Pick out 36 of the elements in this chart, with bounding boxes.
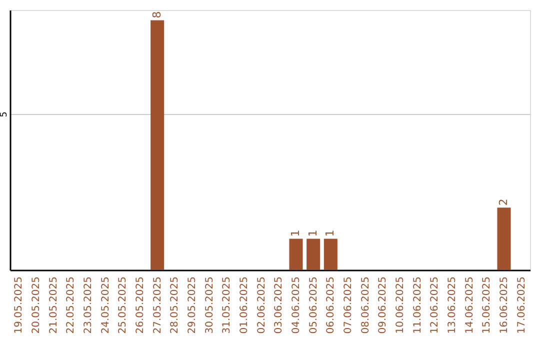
x-tick-label: 09.06.2025 — [378, 276, 389, 334]
x-tick-label: 15.06.2025 — [482, 276, 493, 334]
data-label: 8 — [150, 11, 164, 18]
x-tick-label: 30.05.2025 — [204, 276, 216, 334]
x-tick-label: 07.06.2025 — [343, 276, 354, 334]
x-tick-label: 14.06.2025 — [464, 276, 476, 334]
data-label: 1 — [289, 230, 302, 237]
x-tick-label: 27.05.2025 — [152, 276, 164, 334]
data-label: 2 — [497, 198, 510, 206]
x-tick-label: 31.05.2025 — [222, 276, 233, 334]
x-tick-label: 21.05.2025 — [48, 276, 60, 334]
data-label: 1 — [324, 230, 337, 237]
x-tick-label: 17.06.2025 — [516, 276, 528, 334]
x-tick-label: 05.06.2025 — [308, 276, 320, 334]
x-tick-label: 03.06.2025 — [274, 276, 285, 334]
x-tick-label: 23.05.2025 — [83, 276, 94, 334]
x-tick-label: 06.06.2025 — [326, 276, 337, 334]
data-label: 1 — [306, 230, 320, 237]
x-tick-label: 16.06.2025 — [499, 276, 510, 334]
y-tick-label: 5 — [0, 112, 10, 118]
x-tick-label: 01.06.2025 — [239, 276, 250, 334]
x-tick-label: 19.05.2025 — [14, 276, 25, 334]
x-tick-label: 28.05.2025 — [170, 276, 181, 334]
x-tick-label: 12.06.2025 — [430, 276, 441, 334]
x-tick-label: 02.06.2025 — [256, 276, 268, 334]
x-tick-label: 22.05.2025 — [66, 276, 77, 334]
x-tick-label: 13.06.2025 — [447, 276, 458, 334]
x-tick-label: 29.05.2025 — [187, 276, 198, 334]
x-tick-label: 25.05.2025 — [118, 276, 129, 334]
x-tick-label: 11.06.2025 — [412, 276, 424, 334]
x-tick-label: 26.05.2025 — [135, 276, 146, 334]
x-tick-label: 08.06.2025 — [360, 276, 372, 334]
x-tick-label: 24.05.2025 — [100, 276, 112, 334]
x-tick-label: 10.06.2025 — [395, 276, 406, 334]
x-tick-label: 04.06.2025 — [291, 276, 302, 334]
x-tick-label: 20.05.2025 — [31, 276, 42, 334]
